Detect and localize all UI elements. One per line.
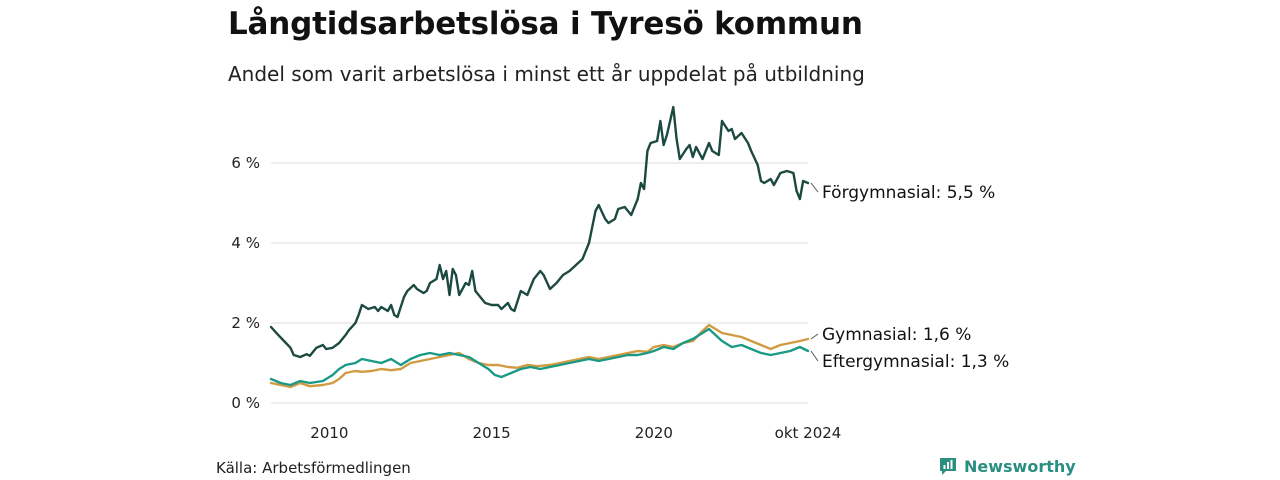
y-tick-label: 0 % <box>231 394 260 412</box>
series-line-forgymnasial <box>269 105 810 359</box>
y-tick-label: 2 % <box>231 314 260 332</box>
series-label-eftergymnasial: Eftergymnasial: 1,3 % <box>822 352 1009 372</box>
source-note: Källa: Arbetsförmedlingen <box>216 459 411 477</box>
y-tick-label: 6 % <box>231 154 260 172</box>
label-leader-eftergymnasial <box>810 350 819 362</box>
y-tick-label: 4 % <box>231 234 260 252</box>
chart-title: Långtidsarbetslösa i Tyresö kommun <box>228 6 863 42</box>
brand-logo: Newsworthy <box>938 455 1076 477</box>
chart-subtitle: Andel som varit arbetslösa i minst ett å… <box>228 62 865 86</box>
x-tick-label: okt 2024 <box>775 424 842 442</box>
x-tick-label: 2010 <box>310 424 348 442</box>
label-leader-forgymnasial <box>810 182 819 193</box>
x-tick-label: 2015 <box>473 424 511 442</box>
series-line-gymnasial <box>269 323 810 389</box>
x-tick-label: 2020 <box>635 424 673 442</box>
series-label-forgymnasial: Förgymnasial: 5,5 % <box>822 183 995 203</box>
brand-name: Newsworthy <box>964 456 1076 476</box>
series-label-gymnasial: Gymnasial: 1,6 % <box>822 325 971 345</box>
series-line-eftergymnasial <box>269 327 810 387</box>
newsworthy-logo-icon <box>940 458 956 475</box>
label-leader-gymnasial <box>810 333 819 340</box>
